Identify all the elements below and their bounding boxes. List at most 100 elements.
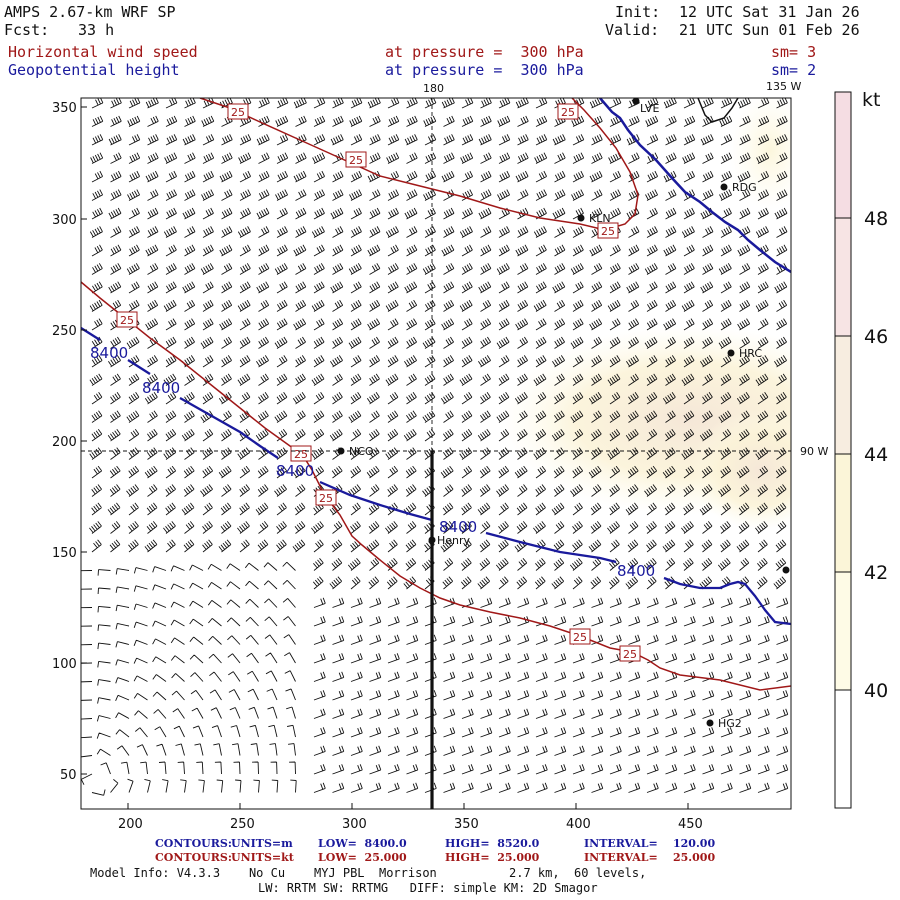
colorbar: kt 48 46 44 42 40 xyxy=(834,89,888,809)
footer-red-units: UNITS=kt xyxy=(231,851,294,864)
colorbar-unit: kt xyxy=(862,89,880,111)
field2-sm: sm= 2 xyxy=(771,61,817,79)
speed-label-7: 25 xyxy=(315,489,337,506)
coastline xyxy=(599,98,791,274)
x-tick-450: 450 xyxy=(678,817,703,832)
wind-speed-shading-main xyxy=(500,325,791,515)
speed-label-1: 25 xyxy=(227,103,249,120)
speed-label-4: 25 xyxy=(597,222,619,239)
speed-label-2-text: 25 xyxy=(349,154,363,167)
y-tick-50: 50 xyxy=(60,768,77,783)
forecast-label: Fcst: xyxy=(4,21,50,39)
footer-red-high: HIGH= 25.000 xyxy=(445,851,540,864)
y-tick-150: 150 xyxy=(52,546,77,561)
init-label: Init: xyxy=(615,3,661,21)
colorbar-tick-42: 42 xyxy=(864,562,888,584)
height-contour-8400 xyxy=(81,327,791,626)
station-unlabeled xyxy=(782,566,790,574)
colorbar-band-46-48 xyxy=(835,218,851,336)
colorbar-frame xyxy=(834,91,852,809)
station-henry-label: Henry xyxy=(437,534,471,547)
field1-level: at pressure = 300 hPa xyxy=(385,43,584,61)
valid-time: 21 UTC Sun 01 Feb 26 xyxy=(679,21,860,39)
height-label-2: 8400 xyxy=(142,379,180,397)
speed-label-1-text: 25 xyxy=(231,106,245,119)
station-kln: KLN xyxy=(577,212,611,225)
station-hrc-label: HRC xyxy=(739,347,762,360)
x-tick-300: 300 xyxy=(342,817,367,832)
speed-contour-north xyxy=(199,98,639,231)
station-lve-label: LVE xyxy=(640,102,659,115)
lon-label-180: 180 xyxy=(423,82,444,95)
wind-barbs xyxy=(81,98,789,796)
station-nco: NCO xyxy=(337,445,374,458)
footer-blue-low: LOW= 8400.0 xyxy=(318,837,407,850)
footer-red-interval: INTERVAL= 25.000 xyxy=(584,851,716,864)
speed-label-3: 25 xyxy=(557,103,579,120)
speed-label-9-text: 25 xyxy=(623,648,637,661)
map-area: 25 25 25 25 25 25 25 25 25 8400 8400 840… xyxy=(81,98,791,809)
valid-label: Valid: xyxy=(605,21,660,39)
colorbar-band-44-46 xyxy=(835,336,851,454)
field1-name: Horizontal wind speed xyxy=(8,43,198,61)
height-label-3: 8400 xyxy=(276,462,314,480)
station-nco-label: NCO xyxy=(349,445,374,458)
station-hg2-label: HG2 xyxy=(718,717,742,730)
x-tick-350: 350 xyxy=(454,817,479,832)
footer-blue-interval: INTERVAL= 120.00 xyxy=(584,837,716,850)
field2-level: at pressure = 300 hPa xyxy=(385,61,584,79)
speed-label-5-text: 25 xyxy=(120,314,134,327)
station-hg2: HG2 xyxy=(706,717,742,730)
speed-label-9: 25 xyxy=(619,645,641,662)
colorbar-tick-44: 44 xyxy=(864,444,888,466)
speed-label-3-text: 25 xyxy=(561,106,575,119)
speed-label-7-text: 25 xyxy=(319,492,333,505)
footer-blue-high: HIGH= 8520.0 xyxy=(445,837,540,850)
y-axis: 350 300 250 200 150 100 50 xyxy=(52,101,87,783)
longitude-labels: 180 135 W 90 W xyxy=(423,80,828,458)
x-tick-400: 400 xyxy=(566,817,591,832)
y-tick-250: 250 xyxy=(52,324,77,339)
colorbar-band-below-40 xyxy=(835,690,851,808)
map-frame xyxy=(80,97,792,810)
x-tick-250: 250 xyxy=(230,817,255,832)
x-axis: 200 250 300 350 400 450 xyxy=(118,803,703,832)
station-hrc: HRC xyxy=(727,347,762,360)
colorbar-band-42-44 xyxy=(835,454,851,572)
model-title: AMPS 2.67-km WRF SP xyxy=(4,3,176,21)
speed-label-5: 25 xyxy=(116,311,138,328)
wind-barb-field xyxy=(81,98,789,796)
speed-contour-south xyxy=(81,281,791,691)
station-rdg-label: RDG xyxy=(732,181,757,194)
station-henry: Henry xyxy=(428,534,471,547)
speed-label-6-text: 25 xyxy=(294,448,308,461)
field2-name: Geopotential height xyxy=(8,61,180,79)
footer-red-label: CONTOURS: xyxy=(155,851,232,864)
height-label-5: 8400 xyxy=(617,562,655,580)
station-rdg: RDG xyxy=(720,181,757,194)
speed-label-6: 25 xyxy=(290,445,312,462)
colorbar-tick-46: 46 xyxy=(864,326,888,348)
lon-label-90w: 90 W xyxy=(800,445,828,458)
speed-contour-labels: 25 25 25 25 25 25 25 25 25 xyxy=(116,103,641,662)
footer-model-info: Model Info: V4.3.3 No Cu MYJ PBL Morriso… xyxy=(90,866,647,880)
colorbar-band-48plus xyxy=(835,92,851,218)
init-time: 12 UTC Sat 31 Jan 26 xyxy=(679,3,860,21)
stations: LVE RDG KLN HRC NCO Henry HG2 xyxy=(337,98,790,730)
coastline-north xyxy=(697,98,739,123)
footer-model-info-2: LW: RRTM SW: RRTMG DIFF: simple KM: 2D S… xyxy=(258,881,598,895)
y-tick-100: 100 xyxy=(52,657,77,672)
colorbar-band-40-42 xyxy=(835,572,851,690)
colorbar-tick-40: 40 xyxy=(864,680,888,702)
wind-speed-shading-north xyxy=(730,98,791,210)
station-kln-label: KLN xyxy=(589,212,611,225)
y-tick-350: 350 xyxy=(52,101,77,116)
x-tick-200: 200 xyxy=(118,817,143,832)
y-tick-200: 200 xyxy=(52,435,77,450)
forecast-hours: 33 h xyxy=(78,21,115,39)
height-contour-labels: 8400 8400 8400 8400 8400 xyxy=(90,344,655,580)
station-lve: LVE xyxy=(632,98,659,115)
speed-label-8-text: 25 xyxy=(573,631,587,644)
lon-label-135w: 135 W xyxy=(766,80,801,93)
